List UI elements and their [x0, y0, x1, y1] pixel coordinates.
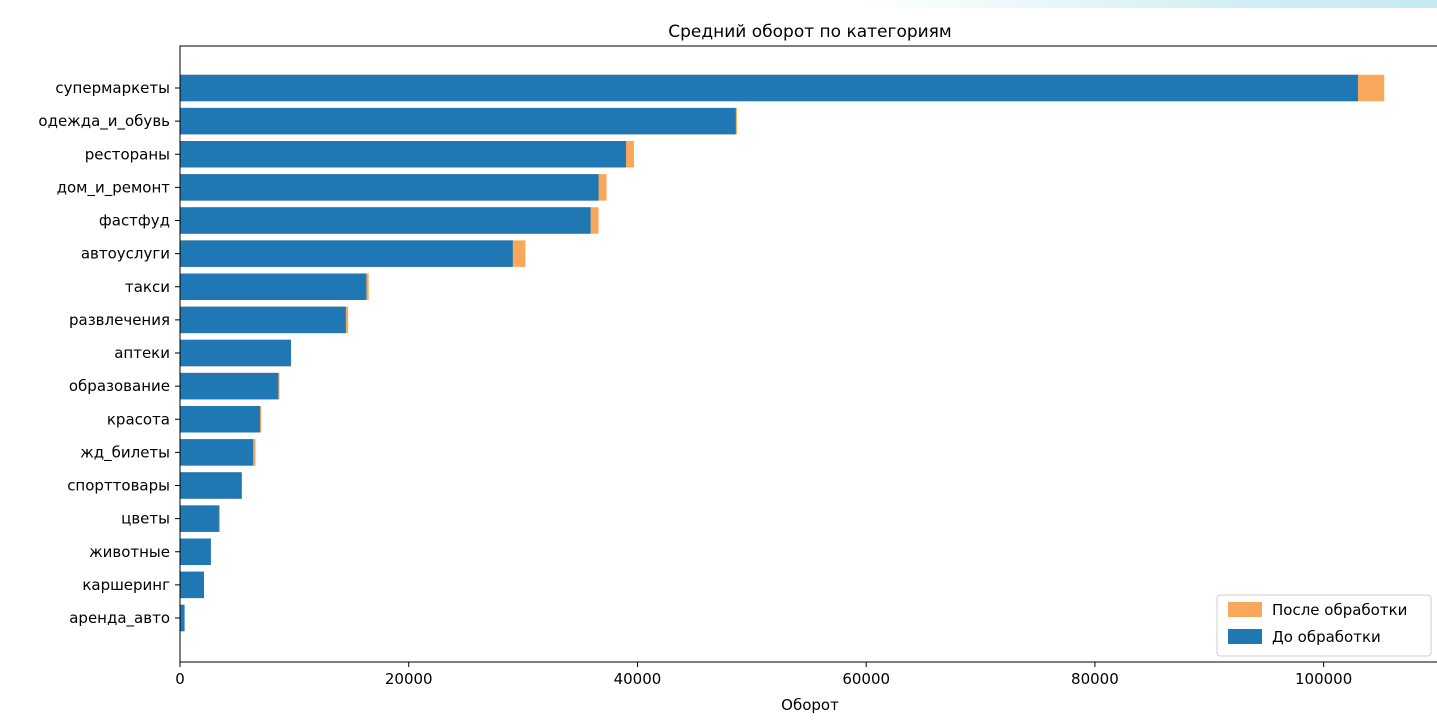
bar-series-1-0 — [180, 75, 1358, 102]
chart-title: Средний оборот по категориям — [668, 22, 951, 42]
x-tick-label: 80000 — [1071, 670, 1119, 688]
bar-series-1-9 — [180, 373, 278, 400]
bar-series-1-15 — [180, 572, 204, 599]
legend-swatch-before — [1228, 629, 1262, 644]
y-tick-label: фастфуд — [99, 212, 170, 230]
y-axis: супермаркеты одежда_и_обувь рестораны дом_и… — [38, 79, 180, 628]
bar-series-1-10 — [180, 406, 260, 433]
y-tick-label: красота — [107, 410, 170, 428]
bar-chart: Средний оборот по категориям супермаркет… — [8, 8, 1437, 723]
y-tick-label: цветы — [121, 510, 170, 528]
bar-series-1-16 — [180, 605, 185, 632]
y-tick-label: дом_и_ремонт — [57, 178, 171, 197]
legend: После обработки До обработки — [1217, 595, 1431, 656]
y-tick-label: аренда_авто — [69, 609, 170, 628]
y-tick-label: образование — [69, 377, 170, 395]
bar-series-1-7 — [180, 307, 346, 334]
plot-area-frame — [180, 46, 1437, 662]
x-tick-label: 60000 — [842, 670, 890, 688]
bars-group — [180, 75, 1384, 632]
chart-frame: Средний оборот по категориям супермаркет… — [8, 8, 1437, 723]
bar-series-1-1 — [180, 108, 736, 135]
y-tick-label: животные — [89, 543, 170, 561]
x-axis: 0 20000 40000 60000 80000 100000 — [175, 662, 1352, 688]
x-tick-label: 100000 — [1295, 670, 1352, 688]
x-axis-label: Оборот — [781, 696, 839, 714]
x-tick-label: 0 — [175, 670, 185, 688]
y-tick-label: автоуслуги — [81, 245, 170, 263]
bar-series-1-14 — [180, 539, 211, 566]
y-tick-label: рестораны — [85, 145, 170, 163]
legend-swatch-after — [1228, 602, 1262, 617]
y-tick-label: жд_билеты — [80, 443, 170, 462]
y-tick-label: развлечения — [69, 311, 170, 329]
series-1 — [180, 75, 1358, 632]
x-tick-label: 40000 — [614, 670, 662, 688]
bar-series-1-12 — [180, 472, 242, 499]
y-tick-label: супермаркеты — [55, 79, 170, 97]
y-tick-label: аптеки — [114, 344, 170, 362]
y-tick-label: каршеринг — [82, 576, 170, 594]
bar-series-1-5 — [180, 240, 513, 267]
bar-series-1-8 — [180, 340, 291, 367]
x-tick-label: 20000 — [385, 670, 433, 688]
bar-series-1-11 — [180, 439, 253, 466]
bar-series-1-6 — [180, 274, 366, 301]
y-tick-label: такси — [125, 278, 170, 296]
y-tick-label: одежда_и_обувь — [38, 112, 170, 131]
legend-label-after: После обработки — [1272, 601, 1407, 619]
bar-series-1-13 — [180, 505, 219, 532]
bar-series-1-2 — [180, 141, 626, 168]
y-tick-label: спорттовары — [67, 477, 170, 495]
bar-series-1-4 — [180, 207, 591, 234]
bar-series-1-3 — [180, 174, 599, 201]
legend-label-before: До обработки — [1272, 628, 1381, 646]
